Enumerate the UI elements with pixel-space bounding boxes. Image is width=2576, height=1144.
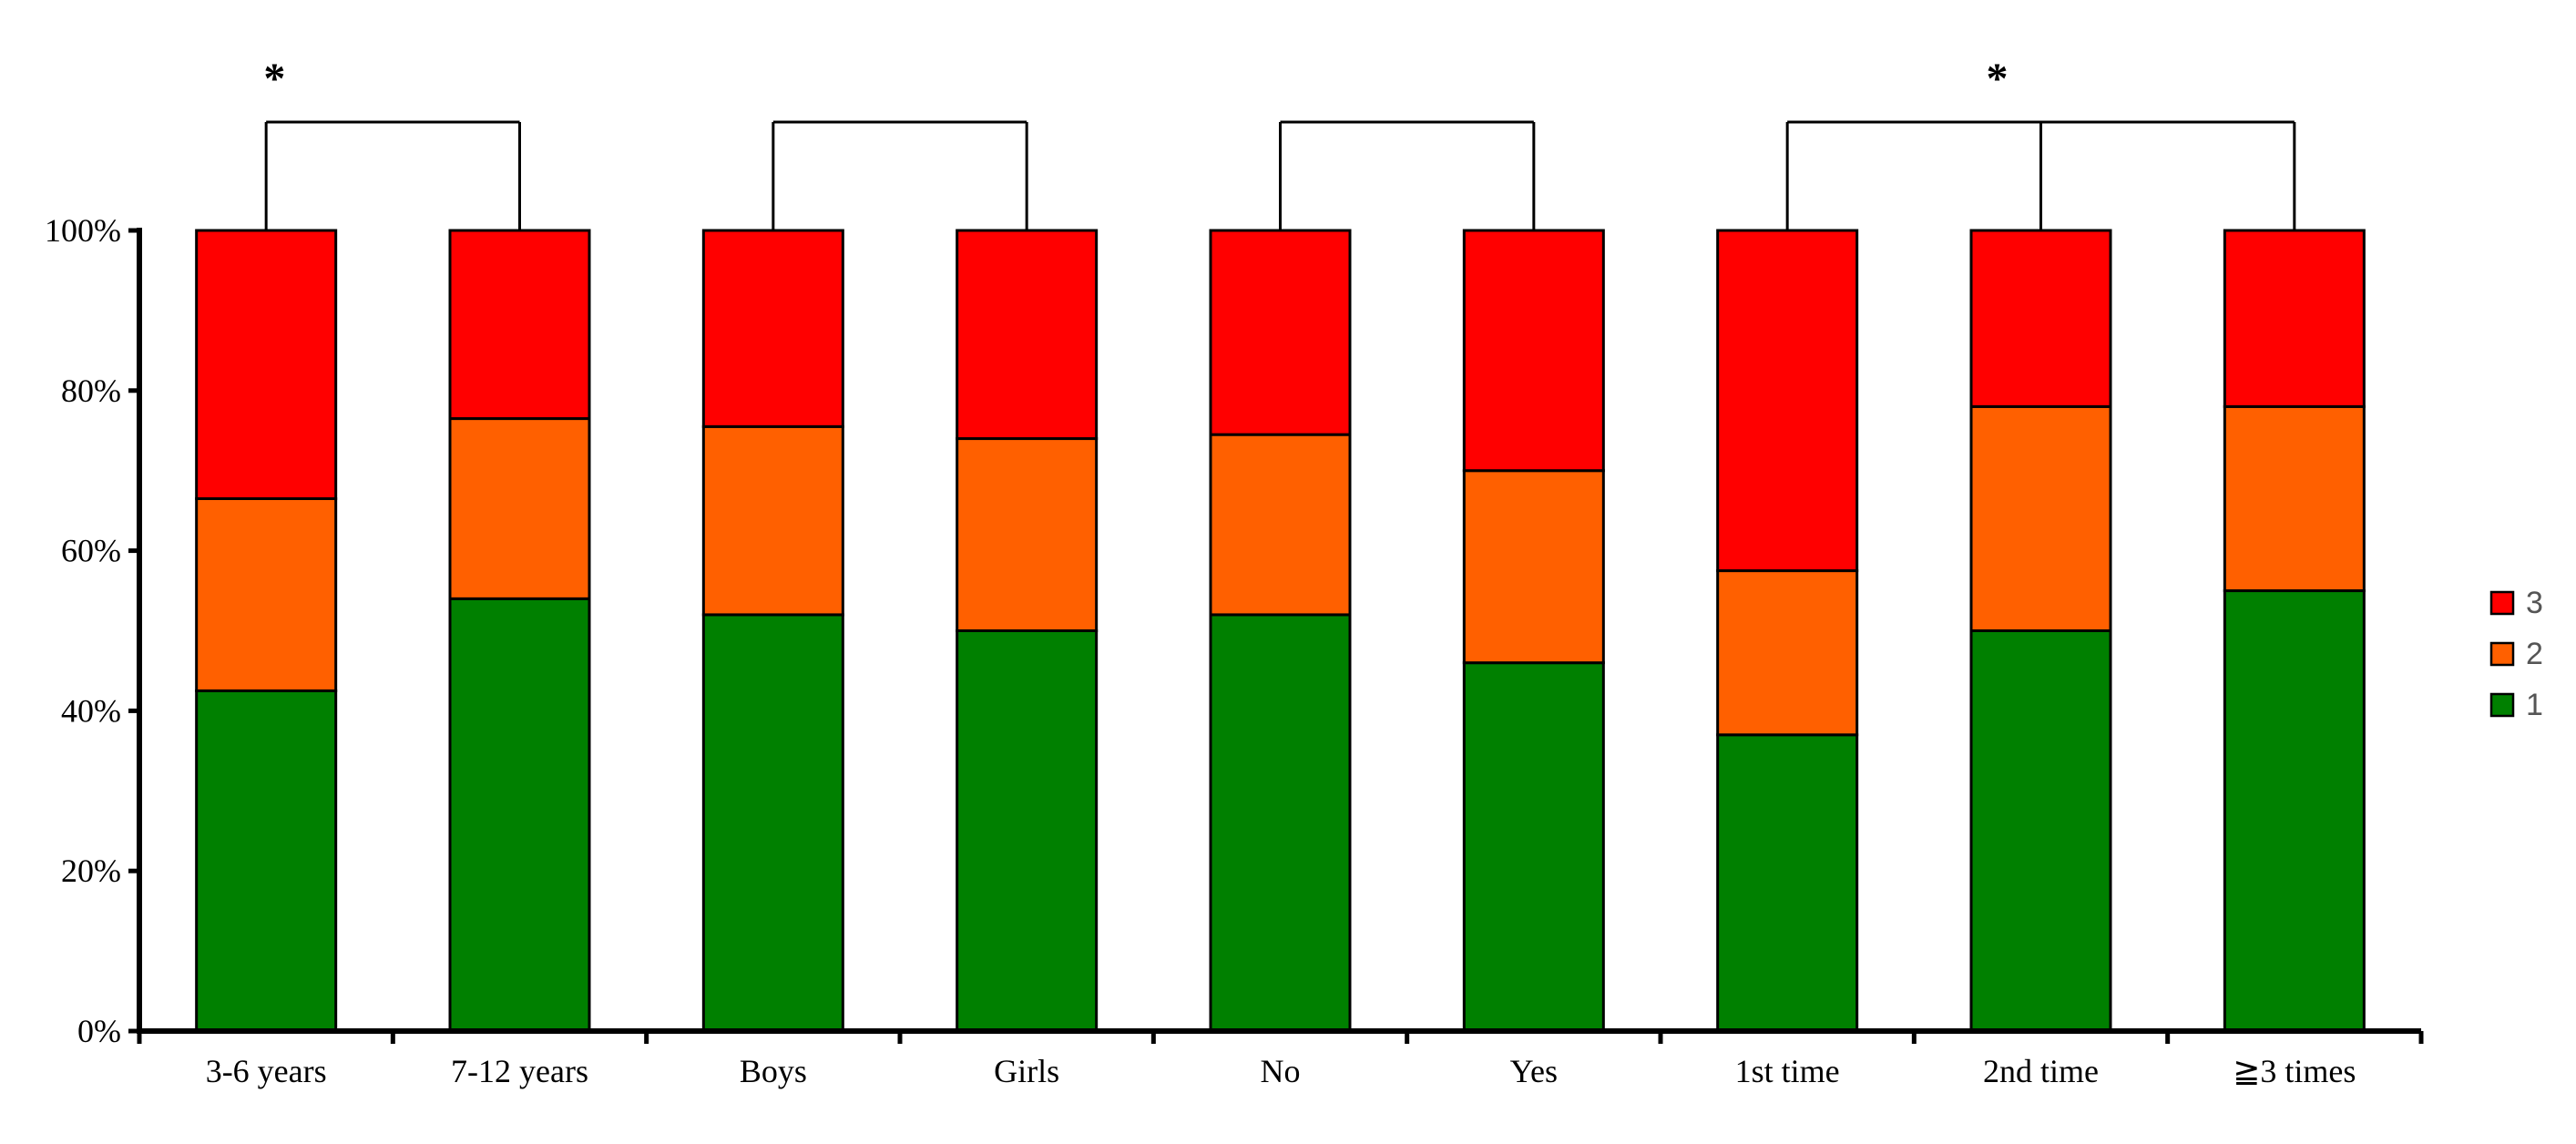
- bar-segment-series-1-0: [195, 689, 338, 1033]
- bars: [195, 229, 2366, 1033]
- bar-segment-series-1-2: [701, 613, 844, 1033]
- bar-segment-series-2-7: [1969, 404, 2112, 632]
- bar-segment-series-1-1: [448, 597, 591, 1033]
- bar-segment-series-3-3: [956, 229, 1099, 441]
- legend-label-2: 2: [2526, 637, 2543, 671]
- y-tick-label: 80%: [61, 373, 121, 409]
- significance-brackets: * *: [263, 55, 2296, 230]
- x-tick-label: Yes: [1510, 1053, 1558, 1089]
- y-tick-label: 100%: [45, 212, 121, 249]
- x-tick-label: 3-6 years: [206, 1053, 327, 1089]
- x-tick-label: ≧3 times: [2233, 1053, 2356, 1089]
- legend-label-1: 1: [2526, 688, 2543, 722]
- bar-segment-series-3-4: [1209, 229, 1352, 436]
- x-tick-label: 1st time: [1735, 1053, 1840, 1089]
- x-tick-label: 2nd time: [1983, 1053, 2099, 1089]
- bar-segment-series-3-8: [2223, 229, 2366, 408]
- bar-segment-series-1-5: [1462, 661, 1605, 1033]
- bar-segment-series-3-7: [1969, 229, 2112, 408]
- bar-segment-series-2-6: [1716, 569, 1859, 737]
- legend-swatch-1: [2489, 692, 2515, 718]
- y-tick-label: 20%: [61, 853, 121, 889]
- x-tick-label: Boys: [740, 1053, 807, 1089]
- x-tick-label: No: [1261, 1053, 1301, 1089]
- legend-swatch-2: [2489, 641, 2515, 667]
- bar-segment-series-2-4: [1209, 433, 1352, 617]
- x-tick-label: Girls: [994, 1053, 1059, 1089]
- bar-segment-series-3-1: [448, 229, 591, 421]
- bar-segment-series-2-2: [701, 424, 844, 617]
- bar-segment-series-2-5: [1462, 469, 1605, 665]
- bar-segment-series-1-8: [2223, 589, 2366, 1033]
- bar-segment-series-1-3: [956, 629, 1099, 1033]
- significance-label: *: [1987, 55, 2009, 103]
- significance-label: *: [263, 55, 285, 103]
- axes: 0% 20% 40% 60% 80% 100% 3-6 years 7-12 years Boy…: [45, 212, 2424, 1089]
- x-tick-label: 7-12 years: [451, 1053, 588, 1089]
- bar-segment-series-2-0: [195, 496, 338, 692]
- bar-segment-series-2-8: [2223, 404, 2366, 593]
- bar-segment-series-1-6: [1716, 733, 1859, 1033]
- bar-segment-series-3-0: [195, 229, 338, 500]
- bar-segment-series-3-6: [1716, 229, 1859, 573]
- legend: 3 2 1: [2489, 586, 2543, 722]
- bar-segment-series-3-5: [1462, 229, 1605, 473]
- bar-segment-series-3-2: [701, 229, 844, 428]
- legend-swatch-3: [2489, 590, 2515, 616]
- y-tick-label: 60%: [61, 533, 121, 569]
- bar-segment-series-2-1: [448, 417, 591, 600]
- bar-segment-series-2-3: [956, 437, 1099, 633]
- y-tick-label: 0%: [77, 1013, 121, 1049]
- legend-label-3: 3: [2526, 586, 2543, 620]
- y-tick-label: 40%: [61, 692, 121, 729]
- bar-segment-series-1-7: [1969, 629, 2112, 1033]
- bar-segment-series-1-4: [1209, 613, 1352, 1033]
